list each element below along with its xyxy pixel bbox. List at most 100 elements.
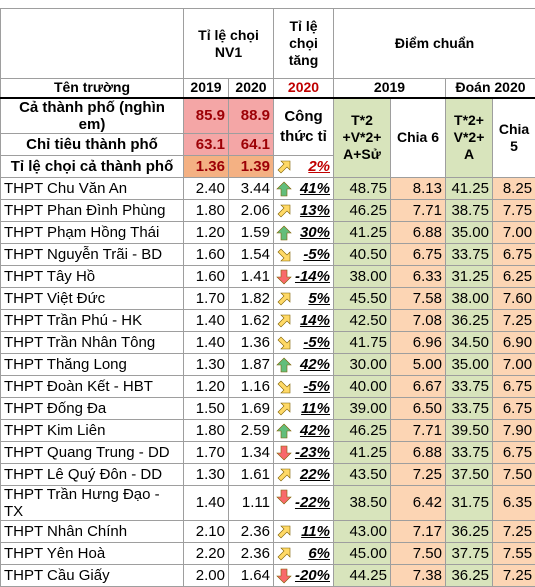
score-2019: 43.00: [334, 520, 391, 542]
change-cell: 30%: [274, 221, 334, 243]
arrow-icon: [276, 269, 292, 285]
ratio-2019: 1.80: [184, 199, 229, 221]
summary-value: 64.1: [229, 133, 274, 155]
change-text: -23%: [295, 444, 330, 461]
change-cell: 6%: [274, 542, 334, 564]
ratio-2019: 1.40: [184, 309, 229, 331]
arrow-shape: [278, 293, 290, 305]
school-name: THPT Nguyễn Trãi - BD: [1, 243, 184, 265]
score-2020-div5: 6.75: [493, 375, 535, 397]
score-2020-div5: 6.75: [493, 441, 535, 463]
score-2020: 31.25: [446, 265, 493, 287]
change-text: -20%: [295, 567, 330, 584]
change-text: 41%: [300, 180, 330, 197]
ratio-2019: 1.60: [184, 265, 229, 287]
arrow-icon: [276, 203, 292, 219]
arrow-shape: [277, 226, 291, 240]
header-cell: 2020: [274, 79, 334, 98]
header-cell: 2019: [334, 79, 446, 98]
school-name: THPT Việt Đức: [1, 287, 184, 309]
arrow-icon: [276, 445, 292, 461]
ratio-2020: 1.87: [229, 353, 274, 375]
score-2019: 40.00: [334, 375, 391, 397]
arrow-shape: [278, 469, 290, 481]
change-cell: 13%: [274, 199, 334, 221]
score-2019-div6: 6.88: [391, 441, 446, 463]
change-text: -5%: [303, 378, 330, 395]
score-2020-div5: 8.25: [493, 177, 535, 199]
ratio-2020: 1.54: [229, 243, 274, 265]
arrow-icon: [276, 291, 292, 307]
score-2020-div5: 6.25: [493, 265, 535, 287]
ratio-2019: 1.30: [184, 353, 229, 375]
score-2020: 35.00: [446, 353, 493, 375]
score-2019-div6: 6.50: [391, 397, 446, 419]
school-name: THPT Thăng Long: [1, 353, 184, 375]
arrow-icon: [276, 335, 292, 351]
header-cell: 2019: [184, 79, 229, 98]
school-name: THPT Trần Phú - HK: [1, 309, 184, 331]
ratio-2020: 1.61: [229, 463, 274, 485]
score-2019-div6: 7.71: [391, 199, 446, 221]
change-cell: 42%: [274, 419, 334, 441]
ratio-2020: 1.69: [229, 397, 274, 419]
header-cell: T*2 +V*2+ A+Sử: [334, 98, 391, 178]
score-2019: 39.00: [334, 397, 391, 419]
table-body: Tỉ lệ chọi NV1 Tỉ lệ chọi tăng Điểm chuẩ…: [1, 9, 535, 587]
score-2020-div5: 7.75: [493, 199, 535, 221]
school-name: THPT Trần Nhân Tông: [1, 331, 184, 353]
change-cell: -20%: [274, 564, 334, 586]
school-name: THPT Quang Trung - DD: [1, 441, 184, 463]
header-cell: Chia 5: [493, 98, 535, 178]
header-cell: Tỉ lệ chọi NV1: [184, 9, 274, 79]
score-2019: 41.75: [334, 331, 391, 353]
ratio-2019: 1.70: [184, 441, 229, 463]
arrow-icon: [276, 313, 292, 329]
score-2020: 34.50: [446, 331, 493, 353]
summary-value: 1.39: [229, 155, 274, 177]
score-2020-div5: 7.00: [493, 353, 535, 375]
ratio-2020: 1.82: [229, 287, 274, 309]
score-2019-div6: 6.75: [391, 243, 446, 265]
arrow-shape: [277, 424, 291, 438]
ratio-2019: 1.30: [184, 463, 229, 485]
score-2019: 46.25: [334, 199, 391, 221]
arrow-shape: [278, 161, 290, 173]
summary-row: Cả thành phố (nghìn em) 85.9 88.9 Công t…: [1, 98, 535, 134]
school-name: THPT Đống Đa: [1, 397, 184, 419]
score-2020: 36.25: [446, 564, 493, 586]
change-text: 30%: [300, 224, 330, 241]
school-name: THPT Chu Văn An: [1, 177, 184, 199]
summary-value: 88.9: [229, 98, 274, 134]
arrow-icon: [276, 357, 292, 373]
score-2019: 30.00: [334, 353, 391, 375]
ratio-2019: 1.20: [184, 375, 229, 397]
arrow-icon: [276, 247, 292, 263]
school-name: THPT Lê Quý Đôn - DD: [1, 463, 184, 485]
school-name: THPT Phạm Hồng Thái: [1, 221, 184, 243]
header-cell: Điểm chuẩn: [334, 9, 535, 79]
score-2019: 41.25: [334, 441, 391, 463]
header-cell: Tên trường: [1, 79, 184, 98]
ratio-2019: 2.10: [184, 520, 229, 542]
arrow-icon: [276, 401, 292, 417]
summary-name: Tỉ lệ chọi cả thành phố: [1, 155, 184, 177]
change-text: 11%: [301, 400, 330, 417]
score-2020: 33.75: [446, 397, 493, 419]
score-2019-div6: 7.58: [391, 287, 446, 309]
ratio-2020: 1.62: [229, 309, 274, 331]
header-cell: 2020: [229, 79, 274, 98]
header-row: Tỉ lệ chọi NV1 Tỉ lệ chọi tăng Điểm chuẩ…: [1, 9, 535, 79]
change-text: 11%: [301, 523, 330, 540]
score-2019: 45.50: [334, 287, 391, 309]
score-2019: 42.50: [334, 309, 391, 331]
school-name: THPT Cầu Giấy: [1, 564, 184, 586]
